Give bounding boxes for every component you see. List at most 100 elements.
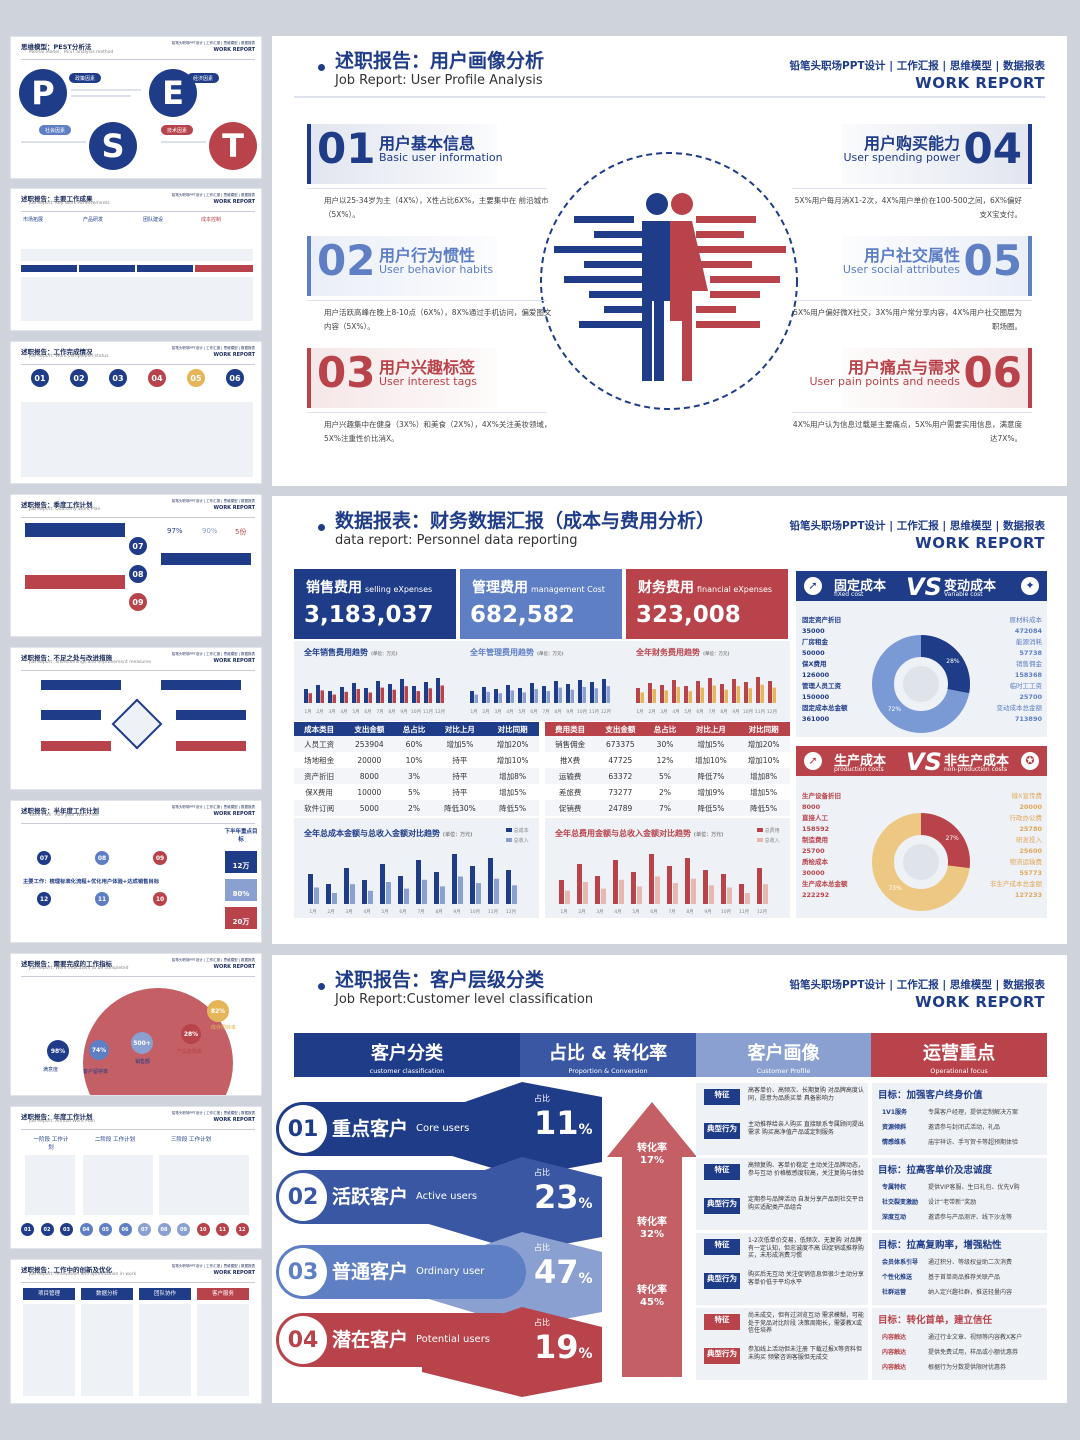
table-cell: 场地租金 <box>294 752 345 768</box>
table-cell: 降低5% <box>737 800 790 816</box>
thumbnail-improvements[interactable]: 述职报告：不足之处与改进措施 Job Report: Shortcomings … <box>10 647 262 790</box>
card-value: 3,183,037 <box>304 602 434 628</box>
thumbnail-key-achievements[interactable]: 述职报告：主要工作成果 Job Report: Key Work Achieve… <box>10 188 262 331</box>
month-circle: 09 <box>177 1223 190 1236</box>
table-cell: 持平 <box>433 752 487 768</box>
compare-bar <box>470 866 475 904</box>
ops-key: 个性化推送 <box>882 1274 913 1281</box>
thumbnail-pest[interactable]: 思维模型：PEST分析法 Mental Model：PEST analysis … <box>10 36 262 179</box>
item-title: 用户购买能力 <box>863 134 960 153</box>
month-label: 2月 <box>482 709 489 715</box>
compare-bar <box>452 854 457 904</box>
thumb-work-report: WORK REPORT <box>213 199 255 205</box>
month-label: 6月 <box>696 709 703 715</box>
indicator-circle: 500+ <box>131 1032 153 1054</box>
ops-key: 1V1服务 <box>882 1109 907 1116</box>
trend-bar <box>606 686 610 703</box>
step-circle: 02 <box>70 369 88 387</box>
compare-bar <box>512 885 517 904</box>
month-label: 10月 <box>577 709 587 715</box>
thumbnail-annual-plan[interactable]: 述职报告：年度工作计划 Job Report: Annual Work Plan… <box>10 1106 262 1249</box>
trend-bar <box>474 694 478 703</box>
table-row: 促销费 24789 7% 降低5% 降低5% <box>545 800 790 816</box>
tier-en: Active users <box>416 1191 478 1202</box>
ops-key: 内容触达 <box>882 1349 907 1356</box>
ops-goal: 目标：拉高客单价及忠诚度 <box>878 1165 993 1176</box>
month-row <box>21 249 253 261</box>
table-header: 对比同期 <box>737 722 790 736</box>
month-label: 8月 <box>435 909 442 915</box>
table-cell: 销售佣金 <box>545 736 596 752</box>
table-cell: 30% <box>645 736 685 752</box>
compare-bar <box>655 876 660 904</box>
thumb-subtitle: Job Report: Work completion status <box>29 354 109 359</box>
improvement-header <box>41 710 101 720</box>
production-donut: 27% 73% <box>872 813 970 911</box>
thumbnail-quarterly-plan[interactable]: 述职报告：季度工作计划 Job Report: Quarterly Work P… <box>10 494 262 637</box>
donut-label: 28% <box>946 658 960 665</box>
thumb-work-report: WORK REPORT <box>213 964 255 970</box>
production-cost-en: production costs <box>834 766 884 773</box>
profile-tag: 典型行为 <box>704 1123 740 1139</box>
thumb-work-report: WORK REPORT <box>213 352 255 358</box>
improvement-header <box>161 680 241 690</box>
trend-bar <box>416 691 420 703</box>
table-cell: 增加5% <box>486 784 539 800</box>
trend-bar <box>768 681 772 703</box>
table-cell: 增加20% <box>737 736 790 752</box>
compare-bar <box>739 884 744 904</box>
tier-number: 03 <box>279 1248 327 1296</box>
innovation-block <box>139 1304 191 1396</box>
variable-cost-en: Variable cost <box>944 591 983 598</box>
month-label: 9月 <box>704 909 711 915</box>
table-cell: 7% <box>645 800 685 816</box>
trend-bar <box>316 685 320 703</box>
operational-focus-card: 目标：转化首单，建立信任 内容触达 通过行业文章、视频等内容教X客户 内容触达 提供免费… <box>872 1308 1047 1380</box>
item-subtitle: User spending power <box>843 151 960 164</box>
thumbnail-innovation[interactable]: 述职报告：工作中的创新及优化 Job Report: Innovation an… <box>10 1259 262 1404</box>
compare-bar <box>344 868 349 904</box>
ops-value: 邀请参与封闭式活动，礼品 <box>928 1124 1001 1131</box>
table-cell: 2% <box>394 800 434 816</box>
month-label: 3月 <box>660 709 667 715</box>
compare-bar <box>434 872 439 904</box>
profile-text: 高频复购、客单价稳定 主动关注品牌动态，参与互动 价格敏感度较高，关注复购与体验 <box>748 1162 864 1177</box>
profile-text: 主动推荐给亲人购买 直接联系专属顾问提出需求 购买高净值产品或定制服务 <box>748 1121 864 1136</box>
table-header: 对比同期 <box>486 722 539 736</box>
compare-bar <box>314 887 319 904</box>
detail-block <box>21 402 253 477</box>
thumbnail-half-year-plan[interactable]: 述职报告：半年度工作计划 Work Plan: Half year Work P… <box>10 800 262 943</box>
trend-bar <box>304 689 308 703</box>
month-label: 2月 <box>578 909 585 915</box>
thumb-title: 述职报告：工作中的创新及优化 <box>21 1266 112 1274</box>
thumb-work-report: WORK REPORT <box>213 811 255 817</box>
month-label: 11月 <box>755 709 765 715</box>
col-header: 占比 & 转化率 Proportion & Conversion <box>520 1033 696 1077</box>
item-title: 用户兴趣标签 <box>379 358 476 377</box>
innovation-header: 数据分析 <box>81 1288 133 1300</box>
trend-bar <box>522 692 526 703</box>
slide-subtitle: Job Report: User Profile Analysis <box>335 73 543 88</box>
innovation-header: 项目管理 <box>23 1288 75 1300</box>
month-circle: 10 <box>196 1223 210 1236</box>
table-header: 成本类目 <box>294 722 345 736</box>
compare-bar <box>649 854 654 904</box>
table-row: 推X费 47725 12% 增加10% 增加10% <box>545 752 790 768</box>
trend-bar <box>688 691 692 703</box>
compare-charts: 1月 2月 3月 4月 5月 6月 7月 8月 9月 10月 11月 12月 1月 2月 3月 4月 5月 6月 7… <box>308 854 768 915</box>
compare-bar <box>619 879 624 904</box>
thumbnail-completion-status[interactable]: 述职报告：工作完成情况 Job Report: Work completion … <box>10 341 262 484</box>
trend-title: 全年财务费用趋势 (单位：万元) <box>636 648 730 657</box>
divider <box>307 188 547 189</box>
item-number: 04 <box>963 124 1022 173</box>
table-cell: 60% <box>394 736 434 752</box>
phase-title: 三阶段 工作计划 <box>170 1137 212 1143</box>
trend-bar <box>684 686 688 703</box>
ops-value: 设计“老带新”奖励 <box>928 1199 977 1206</box>
expense-card: 管理费用 management Cost 682,582 <box>460 569 622 639</box>
thumbnail-indicators[interactable]: 述职报告：需要完成的工作指标 Job Report: Work indicato… <box>10 953 262 1096</box>
month-label: 1月 <box>309 909 316 915</box>
divider <box>307 412 547 413</box>
text-placeholder <box>71 89 141 91</box>
trend-bar <box>340 687 344 703</box>
